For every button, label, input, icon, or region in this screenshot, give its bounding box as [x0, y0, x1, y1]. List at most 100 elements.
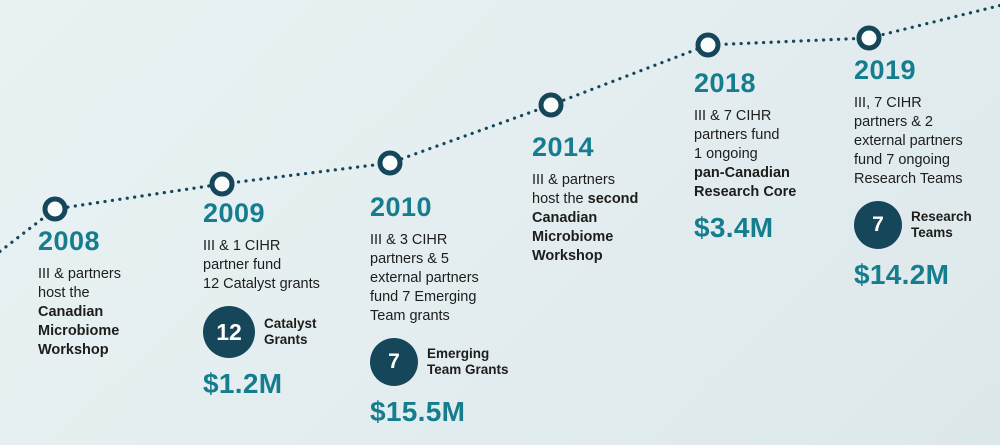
description-text: host the: [38, 285, 90, 301]
description-text: Research Core: [694, 184, 797, 200]
description-text: III, 7 CIHR: [854, 95, 922, 111]
funding-amount: $1.2M: [203, 368, 283, 399]
description-text: second: [587, 191, 639, 207]
grant-count: 12: [216, 318, 242, 345]
description-text: III & 1 CIHR: [203, 238, 281, 254]
milestone-2010: 2010 III & 3 CIHR partners & 5 external pa…: [370, 192, 540, 428]
grant-count-badge: 12: [203, 306, 255, 358]
funding-amount: $3.4M: [694, 212, 774, 243]
timeline-dotted-line: [0, 3, 1000, 254]
description-text: partners & 2: [854, 114, 933, 130]
funding-amount: $14.2M: [854, 259, 950, 290]
description-line: III & partners: [532, 171, 682, 190]
timeline-node-2008: [42, 196, 68, 222]
milestone-description: III & 3 CIHR partners & 5 external partner…: [370, 231, 540, 326]
milestone-year: 2008: [38, 226, 101, 256]
description-line: III & 1 CIHR: [203, 237, 363, 256]
description-line: partner fund: [203, 256, 363, 275]
description-line: Microbiome: [38, 322, 178, 341]
description-line: III & 3 CIHR: [370, 231, 540, 250]
description-line: partners fund: [694, 126, 854, 145]
description-line: pan-Canadian: [694, 164, 854, 183]
milestone-year: 2009: [203, 198, 266, 228]
description-text: Team grants: [370, 308, 450, 324]
grant-badge-label-line: Catalyst: [264, 316, 317, 331]
description-text: III & 7 CIHR: [694, 108, 772, 124]
grant-badge: 7 Research Teams: [854, 201, 1000, 249]
grant-badge-label: Catalyst Grants: [264, 316, 317, 348]
grant-badge-label-line: Teams: [911, 225, 953, 240]
milestone-description: III, 7 CIHR partners & 2 external partners…: [854, 94, 1000, 189]
description-text: host the: [532, 191, 588, 207]
funding-amount: $15.5M: [370, 396, 466, 427]
description-text: Workshop: [38, 342, 109, 358]
milestone-description: III & partners host the Canadian Microbiome…: [38, 265, 178, 360]
description-text: III & partners: [532, 172, 616, 188]
description-text: external partners: [370, 270, 479, 286]
description-line: Team grants: [370, 307, 540, 326]
milestone-year: 2010: [370, 192, 433, 222]
description-line: III & partners: [38, 265, 178, 284]
milestone-year: 2018: [694, 68, 757, 98]
description-line: Canadian: [38, 303, 178, 322]
description-text: Workshop: [532, 248, 603, 264]
description-line: partners & 5: [370, 250, 540, 269]
milestone-year: 2019: [854, 55, 917, 85]
grant-badge-label-line: Grants: [264, 332, 308, 347]
timeline-node-2009: [209, 171, 235, 197]
grant-badge-label-line: Research: [911, 209, 972, 224]
description-line: 12 Catalyst grants: [203, 275, 363, 294]
grant-badge-label-line: Emerging: [427, 346, 490, 361]
description-text: Canadian: [532, 210, 598, 226]
milestone-2008: 2008 III & partners host the Canadian Micro…: [38, 226, 178, 360]
description-line: partners & 2: [854, 113, 1000, 132]
milestone-2014: 2014 III & partners host the second Canadi…: [532, 132, 682, 266]
grant-badge-label: Emerging Team Grants: [427, 346, 509, 378]
milestone-description: III & 7 CIHR partners fund 1 ongoing pan-Ca…: [694, 107, 854, 202]
description-line: external partners: [370, 269, 540, 288]
description-text: Microbiome: [532, 229, 614, 245]
description-line: III & 7 CIHR: [694, 107, 854, 126]
description-line: host the: [38, 284, 178, 303]
grant-badge: 12 Catalyst Grants: [203, 306, 363, 358]
grant-badge-label: Research Teams: [911, 209, 972, 241]
description-line: Research Core: [694, 183, 854, 202]
timeline-node-2010: [377, 150, 403, 176]
milestone-description: III & 1 CIHR partner fund 12 Catalyst gran…: [203, 237, 363, 294]
description-text: III & partners: [38, 266, 122, 282]
description-line: fund 7 ongoing: [854, 151, 1000, 170]
description-text: pan-Canadian: [694, 165, 790, 181]
description-text: 1 ongoing: [694, 146, 758, 162]
description-text: partner fund: [203, 257, 282, 273]
description-line: Canadian: [532, 209, 682, 228]
milestone-2019: 2019 III, 7 CIHR partners & 2 external par…: [854, 55, 1000, 291]
grant-count: 7: [872, 213, 884, 236]
description-line: Research Teams: [854, 170, 1000, 189]
grant-count-badge: 7: [370, 338, 418, 386]
description-text: Research Teams: [854, 171, 963, 187]
timeline-node-2018: [695, 32, 721, 58]
description-line: external partners: [854, 132, 1000, 151]
description-text: external partners: [854, 133, 963, 149]
grant-badge: 7 Emerging Team Grants: [370, 338, 540, 386]
grant-count: 7: [388, 350, 400, 373]
description-line: Workshop: [38, 341, 178, 360]
description-text: fund 7 ongoing: [854, 152, 950, 168]
description-line: fund 7 Emerging: [370, 288, 540, 307]
description-line: 1 ongoing: [694, 145, 854, 164]
timeline-node-2014: [538, 92, 564, 118]
description-text: partners & 5: [370, 251, 449, 267]
description-text: III & 3 CIHR: [370, 232, 448, 248]
description-text: Canadian: [38, 304, 104, 320]
milestone-year: 2014: [532, 132, 595, 162]
description-line: III, 7 CIHR: [854, 94, 1000, 113]
description-line: Workshop: [532, 247, 682, 266]
milestone-2009: 2009 III & 1 CIHR partner fund 12 Catalyst…: [203, 198, 363, 400]
description-text: 12 Catalyst grants: [203, 276, 320, 292]
description-text: Microbiome: [38, 323, 120, 339]
milestone-2018: 2018 III & 7 CIHR partners fund 1 ongoing p…: [694, 68, 854, 244]
timeline-node-2019: [856, 25, 882, 51]
description-line: host the second: [532, 190, 682, 209]
